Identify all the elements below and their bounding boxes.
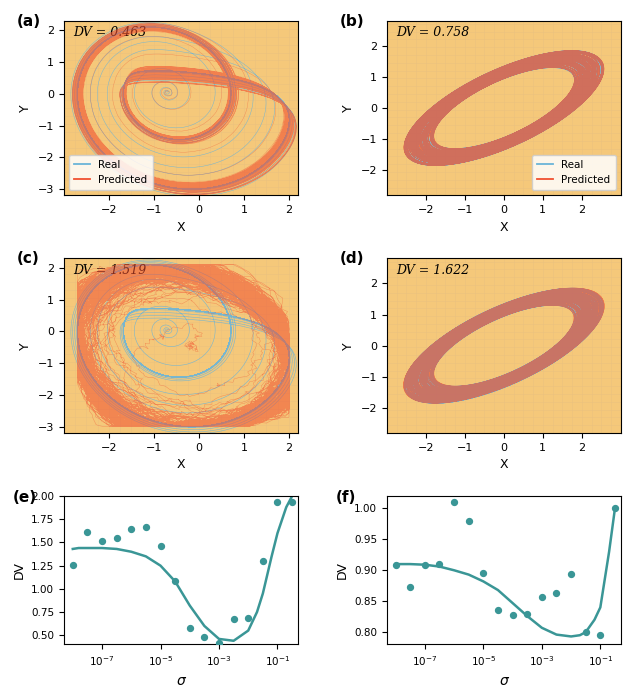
- X-axis label: σ: σ: [499, 674, 508, 687]
- Point: [214, 637, 224, 648]
- Point: [478, 567, 488, 578]
- Y-axis label: Y: Y: [342, 104, 355, 112]
- Point: [184, 622, 195, 633]
- Point: [126, 523, 136, 534]
- Point: [595, 630, 605, 641]
- Point: [435, 559, 445, 570]
- Text: DV = 1.519: DV = 1.519: [74, 263, 147, 277]
- Text: (b): (b): [340, 14, 365, 29]
- Text: DV = 0.463: DV = 0.463: [74, 26, 147, 39]
- Point: [449, 497, 460, 508]
- Text: DV = 1.622: DV = 1.622: [396, 263, 470, 277]
- Point: [287, 496, 297, 507]
- Point: [273, 496, 283, 507]
- Point: [493, 605, 503, 616]
- X-axis label: σ: σ: [177, 674, 186, 687]
- Point: [551, 587, 561, 598]
- Y-axis label: Y: Y: [342, 342, 355, 349]
- Point: [156, 541, 166, 552]
- X-axis label: X: X: [499, 220, 508, 234]
- Point: [199, 631, 209, 642]
- Point: [68, 559, 78, 570]
- Point: [97, 535, 107, 546]
- Y-axis label: DV: DV: [12, 561, 26, 579]
- Point: [243, 612, 253, 623]
- Legend: Real, Predicted: Real, Predicted: [69, 155, 153, 190]
- Point: [537, 592, 547, 603]
- Text: (d): (d): [340, 252, 365, 266]
- Text: (e): (e): [13, 490, 36, 505]
- X-axis label: X: X: [177, 220, 186, 234]
- Point: [141, 521, 151, 532]
- Point: [566, 568, 576, 579]
- Y-axis label: Y: Y: [19, 342, 32, 349]
- Point: [610, 503, 620, 514]
- Text: (c): (c): [17, 252, 40, 266]
- Y-axis label: DV: DV: [335, 561, 348, 579]
- Legend: Real, Predicted: Real, Predicted: [532, 155, 616, 190]
- Text: DV = 0.758: DV = 0.758: [396, 26, 470, 39]
- Point: [508, 609, 518, 620]
- Point: [258, 556, 268, 567]
- Point: [405, 581, 415, 593]
- Point: [580, 626, 591, 638]
- Point: [170, 576, 180, 587]
- Point: [420, 560, 430, 571]
- Point: [463, 516, 474, 527]
- Point: [111, 532, 122, 543]
- X-axis label: X: X: [499, 458, 508, 471]
- Point: [83, 527, 93, 538]
- Text: (a): (a): [17, 14, 42, 29]
- X-axis label: X: X: [177, 458, 186, 471]
- Text: (f): (f): [335, 490, 356, 505]
- Point: [522, 608, 532, 620]
- Y-axis label: Y: Y: [19, 104, 32, 112]
- Point: [390, 560, 401, 571]
- Point: [228, 613, 239, 624]
